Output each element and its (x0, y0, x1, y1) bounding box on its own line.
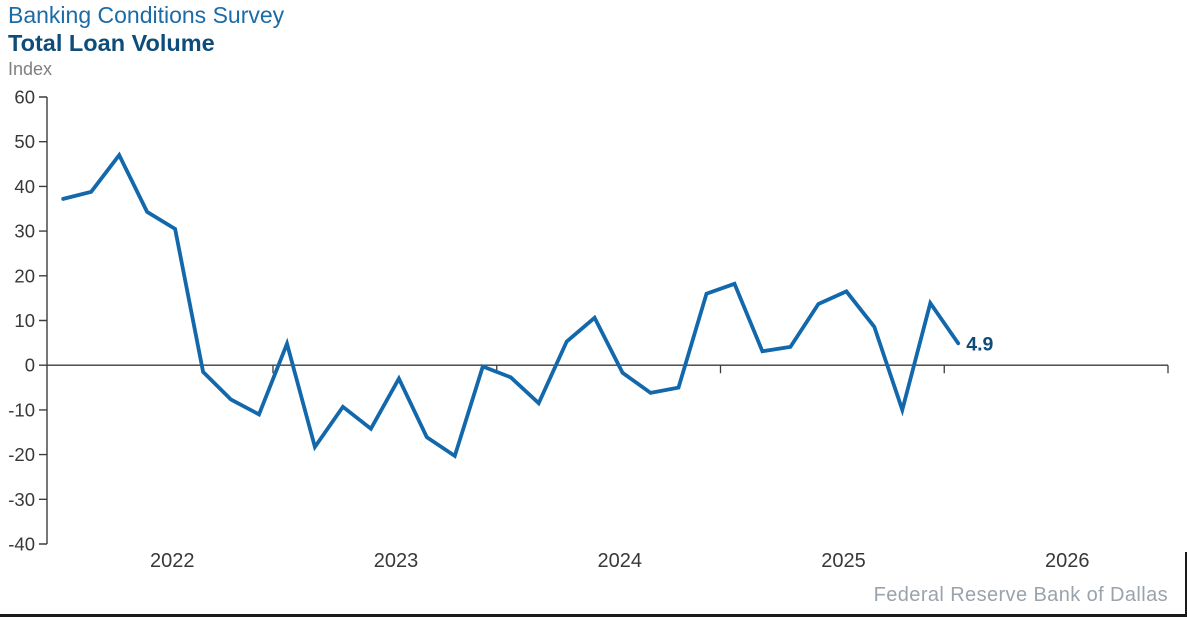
x-year-label: 2024 (598, 550, 643, 572)
source-attribution: Federal Reserve Bank of Dallas (873, 584, 1168, 606)
y-tick-label: -10 (8, 399, 35, 420)
y-tick-label: 10 (14, 310, 35, 331)
x-year-label: 2023 (374, 550, 419, 572)
y-axis (39, 96, 48, 545)
zero-axis-line (47, 364, 1169, 374)
y-tick-label: -40 (8, 534, 35, 555)
x-year-label: 2025 (821, 550, 866, 572)
bottom-border (0, 614, 1187, 617)
chart-title: Total Loan Volume (8, 30, 215, 56)
y-tick-label: 40 (14, 176, 35, 197)
y-axis-unit-label: Index (8, 59, 53, 79)
y-tick-label: 60 (14, 87, 35, 108)
loan-volume-line (61, 151, 961, 459)
chart-header: Banking Conditions Survey Total Loan Vol… (8, 2, 284, 79)
latest-value-label: 4.9 (966, 333, 993, 355)
y-tick-label: 0 (25, 355, 35, 376)
y-tick-label: 20 (14, 265, 35, 286)
window-edge (1185, 552, 1187, 617)
survey-title: Banking Conditions Survey (8, 2, 285, 28)
y-tick-label: -20 (8, 444, 35, 465)
x-year-label: 2026 (1045, 550, 1090, 572)
y-tick-label: 50 (14, 131, 35, 152)
y-tick-label: -30 (8, 489, 35, 510)
x-year-label: 2022 (150, 550, 195, 572)
y-tick-label: 30 (14, 221, 35, 242)
